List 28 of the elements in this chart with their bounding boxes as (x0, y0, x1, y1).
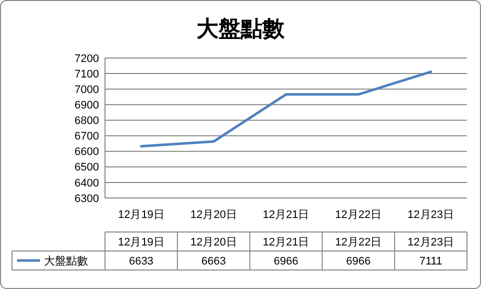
y-tick-label: 7100 (74, 68, 99, 80)
line-series (140, 70, 432, 148)
x-tick-label: 12月21日 (262, 209, 310, 221)
y-tick-label: 6600 (74, 146, 99, 158)
y-tick-label: 7000 (74, 84, 99, 96)
legend-label: 大盤點數 (44, 254, 88, 268)
y-tick-label: 6800 (74, 115, 99, 128)
data-label: 6966 (274, 255, 298, 268)
data-label: 7111 (419, 255, 442, 268)
data-label: 6966 (346, 255, 371, 268)
x-tick-label: 12月23日 (408, 209, 454, 221)
y-tick-label: 6500 (74, 162, 99, 174)
y-tick-label: 6900 (74, 100, 99, 112)
data-label: 6633 (128, 255, 154, 268)
y-tick-label: 6300 (74, 192, 99, 205)
category-label: 12月19日 (118, 236, 164, 248)
category-label: 12月20日 (190, 236, 237, 248)
x-tick-label: 12月20日 (190, 209, 237, 221)
chart-title: 大盤點數 (196, 16, 286, 41)
category-label: 12月23日 (408, 236, 454, 248)
y-tick-label: 6700 (74, 130, 99, 143)
x-tick-label: 12月19日 (118, 209, 164, 221)
x-tick-label: 12月22日 (335, 209, 382, 221)
y-tick-label: 7200 (74, 52, 99, 65)
category-label: 12月21日 (262, 236, 310, 248)
category-label: 12月22日 (335, 236, 382, 248)
data-label: 6663 (201, 255, 226, 268)
y-tick-label: 6400 (74, 177, 99, 190)
